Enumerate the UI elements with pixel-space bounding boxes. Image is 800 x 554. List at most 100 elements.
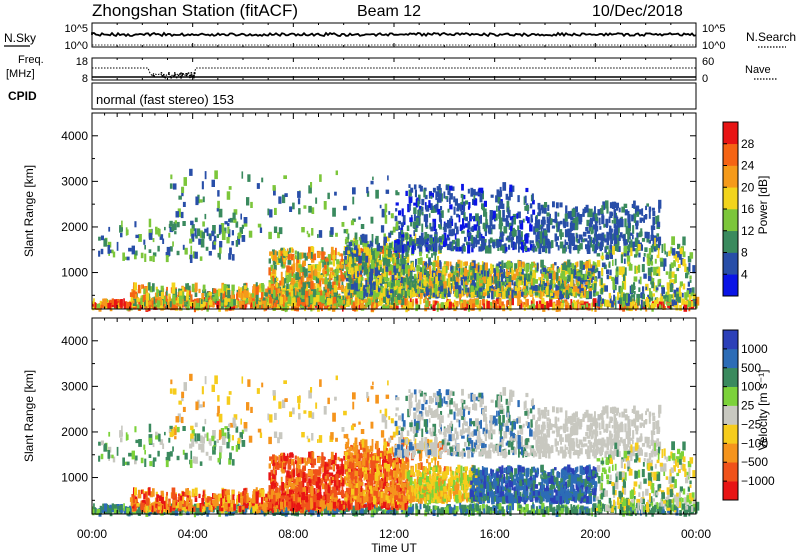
power-cell	[377, 291, 382, 300]
power-cell	[222, 284, 225, 294]
freq-panel: Freq. [MHz] 18 8 60 0 Nave	[6, 54, 778, 85]
power-cell	[442, 241, 446, 247]
power-cell	[501, 273, 504, 282]
nave-dot	[161, 75, 164, 77]
power-cell	[397, 239, 400, 245]
power-cell	[319, 276, 323, 281]
power-cell	[479, 265, 484, 274]
power-cell	[116, 299, 120, 303]
power-cell	[538, 288, 540, 293]
power-cell	[164, 295, 168, 302]
power-cell	[152, 255, 155, 262]
power-cell	[297, 292, 301, 299]
power-cell	[174, 231, 177, 235]
power-cell	[384, 257, 388, 264]
power-cell	[171, 282, 176, 291]
power-cell	[148, 304, 151, 312]
power-cell	[328, 274, 331, 280]
power-cell	[481, 238, 485, 243]
power-cell	[529, 270, 533, 277]
power-cell	[567, 259, 571, 268]
power-cell	[488, 268, 490, 273]
power-cell	[568, 269, 571, 278]
power-cell	[418, 285, 421, 294]
power-cell	[482, 240, 487, 249]
power-cell	[458, 285, 462, 295]
power-cell	[419, 281, 421, 287]
power-cell	[282, 288, 286, 294]
power-cell	[237, 233, 241, 239]
power-cell	[462, 218, 465, 226]
power-cell	[453, 273, 456, 282]
power-cell	[656, 266, 660, 272]
power-cell	[444, 266, 448, 273]
power-cell	[144, 245, 146, 250]
power-cell	[664, 294, 668, 302]
power-cell	[562, 245, 566, 254]
power-cell	[414, 278, 417, 284]
power-cell	[673, 255, 676, 259]
power-cell	[197, 228, 201, 237]
power-cell	[440, 210, 444, 218]
power-cell	[591, 225, 594, 234]
power-cell	[391, 241, 394, 250]
power-cell	[352, 257, 357, 263]
nave-dot	[190, 72, 193, 74]
power-cell	[574, 266, 577, 271]
power-cell	[337, 264, 341, 268]
power-cell	[370, 294, 374, 300]
power-cell	[513, 216, 516, 225]
power-cell	[389, 305, 393, 309]
power-cell	[350, 247, 354, 253]
power-cell	[438, 273, 441, 281]
power-cell	[483, 200, 487, 207]
power-cell	[499, 236, 503, 242]
power-cell	[342, 303, 344, 312]
power-cell	[652, 216, 656, 226]
power-cell	[204, 213, 207, 220]
power-cell	[582, 286, 587, 290]
power-cell	[551, 219, 555, 223]
power-cell	[605, 200, 609, 209]
power-cell	[509, 302, 512, 311]
power-cell	[657, 241, 661, 249]
power-cell	[387, 304, 390, 309]
nave-dot	[193, 76, 195, 79]
power-cell	[287, 296, 292, 304]
power-cell	[515, 278, 518, 286]
power-cell	[447, 273, 452, 278]
power-cell	[287, 273, 292, 282]
power-cell	[152, 283, 155, 292]
power-cell	[417, 279, 420, 284]
power-cell	[518, 272, 521, 278]
nave-dot	[173, 75, 175, 77]
power-cell	[276, 291, 279, 297]
power-cell	[609, 228, 613, 233]
power-cell	[336, 259, 340, 265]
power-cell	[250, 201, 253, 208]
power-cell	[429, 237, 433, 244]
power-cell	[320, 258, 325, 263]
power-cell	[189, 168, 193, 176]
power-cell	[615, 202, 619, 209]
power-cell	[602, 201, 606, 210]
power-cell	[421, 285, 424, 293]
power-cell	[347, 250, 350, 255]
power-cell	[519, 286, 522, 294]
power-cell	[641, 238, 646, 242]
power-cell	[500, 281, 503, 289]
power-cell	[635, 220, 639, 226]
power-cell	[624, 303, 627, 310]
power-cell	[452, 281, 456, 286]
power-cell	[399, 239, 402, 247]
power-cell	[448, 229, 452, 237]
power-cell	[444, 274, 446, 283]
power-cell	[480, 214, 482, 224]
power-cell	[350, 298, 353, 305]
power-cell	[650, 225, 655, 230]
power-cell	[469, 268, 472, 278]
power-cell	[419, 267, 423, 276]
power-cell	[486, 278, 490, 288]
power-cell	[298, 260, 301, 269]
power-cell	[389, 289, 394, 294]
